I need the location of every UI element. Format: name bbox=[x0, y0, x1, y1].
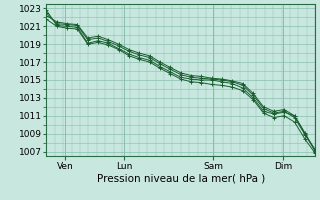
X-axis label: Pression niveau de la mer( hPa ): Pression niveau de la mer( hPa ) bbox=[97, 173, 265, 183]
